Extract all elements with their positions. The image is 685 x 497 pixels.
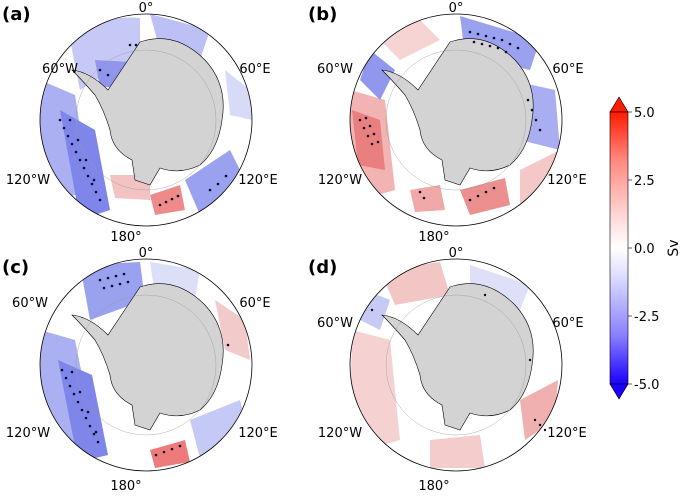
panel-c xyxy=(39,258,253,472)
panel-label-a: (a) xyxy=(2,4,31,25)
stipple-dots xyxy=(358,30,542,202)
colorbar-tick-label: -2.5 xyxy=(634,310,659,325)
colorbar-tick-label: 2.5 xyxy=(634,174,655,189)
lon-label-60e: 60°E xyxy=(552,62,583,77)
lon-label-120w: 120°W xyxy=(6,426,50,441)
lon-label-60e: 60°E xyxy=(239,296,270,311)
lon-label-0: 0° xyxy=(449,246,464,261)
lon-label-0: 0° xyxy=(449,1,464,16)
map-boundary xyxy=(349,13,563,227)
colorbar-unit-label: Sv xyxy=(666,239,682,256)
panel-label-b: (b) xyxy=(308,4,337,25)
colorbar-tick-label: -5.0 xyxy=(634,378,659,393)
map-boundary xyxy=(39,13,253,227)
lon-label-0: 0° xyxy=(139,246,154,261)
lon-label-60w: 60°W xyxy=(317,62,353,77)
lon-label-120e: 120°E xyxy=(547,173,587,188)
lon-label-60w: 60°W xyxy=(12,296,48,311)
stipple-dots xyxy=(58,43,228,207)
panel-a xyxy=(39,13,253,227)
lon-label-120w: 120°W xyxy=(318,173,362,188)
lon-label-60e: 60°E xyxy=(552,316,583,331)
colorbar-bottom-arrow xyxy=(609,383,629,400)
panel-label-d: (d) xyxy=(308,257,337,278)
lon-label-180: 180° xyxy=(110,230,141,245)
stipple-dots xyxy=(60,272,230,457)
lon-label-60e: 60°E xyxy=(239,62,270,77)
stipple-dots xyxy=(370,293,547,432)
antarctica-land xyxy=(381,38,534,186)
map-boundary xyxy=(39,258,253,472)
antarctica-land xyxy=(381,283,534,431)
lon-label-180: 180° xyxy=(418,479,449,494)
lon-label-120e: 120°E xyxy=(238,426,278,441)
lon-label-120w: 120°W xyxy=(318,426,362,441)
colorbar-top-arrow xyxy=(609,96,629,113)
antarctica-land xyxy=(71,283,224,431)
lon-label-0: 0° xyxy=(139,1,154,16)
lon-label-120e: 120°E xyxy=(238,173,278,188)
lon-label-60w: 60°W xyxy=(42,62,78,77)
panel-d xyxy=(349,258,563,472)
lon-label-120e: 120°E xyxy=(547,426,587,441)
colorbar-tick-label: 5.0 xyxy=(634,106,655,121)
antarctica-land xyxy=(71,38,224,186)
lon-label-180: 180° xyxy=(110,479,141,494)
lon-label-120w: 120°W xyxy=(6,173,50,188)
panel-b xyxy=(349,13,563,227)
colorbar-gradient xyxy=(609,111,629,385)
colorbar-tick-label: 0.0 xyxy=(634,242,655,257)
lon-label-180: 180° xyxy=(418,230,449,245)
colorbar: 5.0 2.5 0.0 -2.5 -5.0 Sv xyxy=(609,96,682,400)
panel-label-c: (c) xyxy=(2,257,29,278)
lon-label-60w: 60°W xyxy=(317,316,353,331)
map-boundary xyxy=(349,258,563,472)
